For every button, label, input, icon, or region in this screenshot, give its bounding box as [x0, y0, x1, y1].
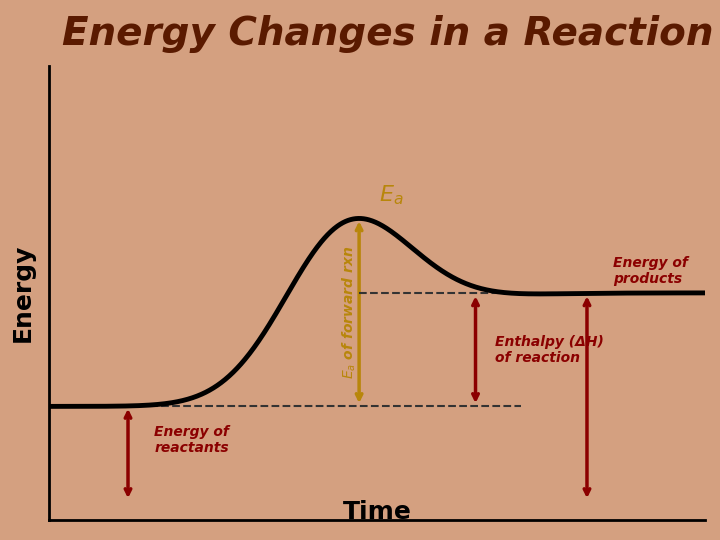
Text: Time: Time: [343, 501, 412, 524]
Text: Enthalpy (ΔH)
of reaction: Enthalpy (ΔH) of reaction: [495, 335, 604, 365]
Text: Energy of
products: Energy of products: [613, 255, 688, 286]
Text: $E_a$: $E_a$: [379, 184, 403, 207]
Text: $E_a$ of forward rxn: $E_a$ of forward rxn: [341, 246, 358, 379]
Text: Energy Changes in a Reaction: Energy Changes in a Reaction: [63, 15, 714, 53]
Text: Energy of
reactants: Energy of reactants: [154, 425, 229, 455]
Text: Energy: Energy: [11, 244, 35, 342]
